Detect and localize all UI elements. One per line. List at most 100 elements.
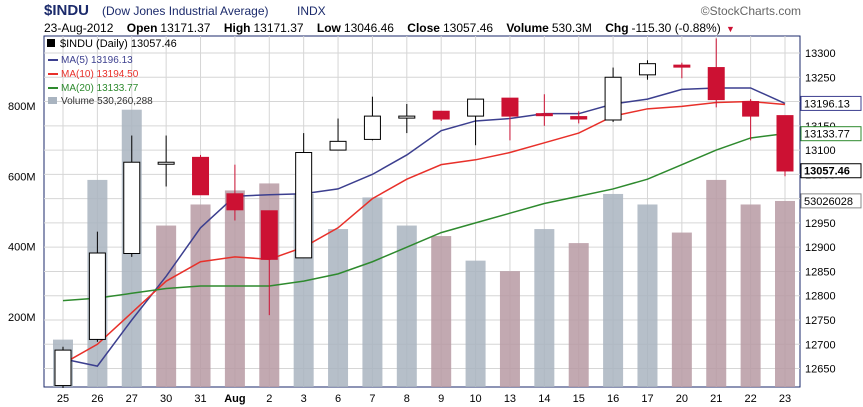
x-tick-label: 31 bbox=[194, 393, 206, 405]
candlestick bbox=[673, 62, 691, 79]
candle-body bbox=[638, 63, 656, 76]
last-volume-tag: 53026028 bbox=[800, 193, 862, 209]
candle-body bbox=[260, 210, 278, 260]
candle-body bbox=[123, 161, 141, 254]
volume-tick-label: 200M bbox=[8, 312, 36, 324]
candlestick bbox=[295, 133, 313, 259]
volume-bar bbox=[671, 232, 692, 387]
volume-bar bbox=[499, 271, 520, 387]
candlestick bbox=[707, 38, 725, 108]
candle-body bbox=[467, 98, 485, 117]
legend-symbol: $INDU (Daily) 13057.46 bbox=[60, 38, 177, 50]
candlestick bbox=[570, 111, 588, 124]
candle-body bbox=[295, 152, 313, 259]
volume-bar bbox=[775, 200, 795, 387]
axis-labels: 25 26 27 30 31 Aug 2 3 6 7 8 9 10 13 14 15 16 17 20 21 22 231… bbox=[8, 48, 862, 405]
candlestick bbox=[260, 210, 278, 316]
candlestick bbox=[363, 96, 381, 141]
x-tick-label: 21 bbox=[710, 393, 722, 405]
volume-bar bbox=[740, 204, 761, 387]
ma20-line bbox=[62, 132, 786, 302]
chg-value: -115.30 (-0.88%) bbox=[631, 21, 721, 35]
volume-bar bbox=[534, 229, 555, 387]
low-value: 13046.46 bbox=[343, 21, 394, 35]
candlestick bbox=[329, 118, 347, 151]
x-tick-label: 17 bbox=[641, 393, 653, 405]
volume-bar bbox=[156, 225, 177, 387]
x-tick-label: 15 bbox=[573, 393, 585, 405]
price-tick-label: 12800 bbox=[805, 291, 836, 303]
brand-watermark[interactable]: ©StockCharts.com bbox=[700, 4, 801, 18]
candlestick bbox=[432, 110, 450, 121]
last-ma5-tag-box bbox=[800, 95, 862, 111]
last-ma20-tag-box bbox=[800, 126, 862, 142]
quote-row: 23-Aug-2012 Open 13171.37 High 13171.37 Lo… bbox=[44, 21, 735, 35]
last-ma5-tag: 13196.13 bbox=[800, 95, 862, 111]
volume-bar bbox=[328, 229, 349, 387]
close-label: Close bbox=[407, 21, 440, 35]
price-tick-label: 12950 bbox=[805, 218, 836, 230]
moving-averages bbox=[62, 87, 786, 367]
open-label: Open bbox=[126, 21, 158, 35]
legend-symbol-swatch bbox=[47, 39, 55, 47]
x-tick-label: 7 bbox=[369, 393, 375, 405]
last-ma20-tag: 13133.77 bbox=[800, 126, 862, 142]
candle-body bbox=[604, 76, 622, 121]
high-label: High bbox=[223, 21, 251, 35]
candlestick bbox=[501, 97, 519, 141]
candle-body bbox=[226, 193, 244, 211]
candle-body bbox=[432, 110, 450, 120]
price-tick-label: 12750 bbox=[805, 315, 836, 327]
x-tick-label: 30 bbox=[160, 393, 172, 405]
volume-tick-label: 400M bbox=[8, 242, 36, 254]
volume-bar bbox=[362, 197, 383, 387]
candlestick bbox=[604, 67, 622, 122]
x-tick-label: 16 bbox=[607, 393, 619, 405]
ma10-line bbox=[62, 100, 786, 365]
candle-body bbox=[501, 97, 519, 117]
x-tick-label: 23 bbox=[779, 393, 791, 405]
candle-body bbox=[54, 349, 72, 387]
candle-body bbox=[398, 115, 416, 119]
candlestick bbox=[776, 115, 794, 177]
candlestick bbox=[742, 99, 760, 141]
close-value: 13057.46 bbox=[442, 21, 494, 35]
volume-tick-label: 600M bbox=[8, 171, 36, 183]
x-tick-label: Aug bbox=[224, 393, 245, 405]
last-close-tag-box bbox=[800, 163, 862, 179]
candle-body bbox=[157, 161, 175, 165]
volume-bar bbox=[396, 225, 417, 387]
legend-ma10: MA(10) 13194.50 bbox=[61, 69, 139, 80]
x-tick-label: 26 bbox=[91, 393, 103, 405]
x-tick-label: 14 bbox=[538, 393, 550, 405]
candle-body bbox=[329, 140, 347, 151]
volume-bar bbox=[465, 260, 486, 387]
volume-tick-label: 800M bbox=[8, 101, 36, 113]
candlestick bbox=[467, 98, 485, 146]
x-tick-label: 13 bbox=[504, 393, 516, 405]
x-tick-label: 3 bbox=[301, 393, 307, 405]
candlestick bbox=[123, 135, 141, 257]
volume-bar bbox=[431, 236, 452, 387]
candle-body bbox=[570, 116, 588, 120]
candle-body bbox=[742, 101, 760, 117]
x-tick-label: 22 bbox=[744, 393, 756, 405]
candlestick bbox=[157, 135, 175, 187]
volume-label: Volume bbox=[506, 21, 549, 35]
legend-volume: Volume 530,260,288 bbox=[61, 96, 153, 107]
low-label: Low bbox=[316, 21, 341, 35]
candlestick bbox=[638, 60, 656, 80]
price-tick-label: 12700 bbox=[805, 339, 836, 351]
candle-body bbox=[363, 115, 381, 140]
candle-body bbox=[192, 156, 210, 196]
legend-volume-swatch bbox=[48, 97, 57, 104]
chg-down-arrow-icon: ▼ bbox=[726, 24, 735, 34]
high-value: 13171.37 bbox=[253, 21, 304, 35]
price-tick-label: 13250 bbox=[805, 72, 836, 84]
candlestick bbox=[226, 164, 244, 221]
candlestick bbox=[535, 94, 553, 126]
x-tick-label: 2 bbox=[266, 393, 272, 405]
last-close-tag-text: 13057.46 bbox=[804, 166, 850, 178]
